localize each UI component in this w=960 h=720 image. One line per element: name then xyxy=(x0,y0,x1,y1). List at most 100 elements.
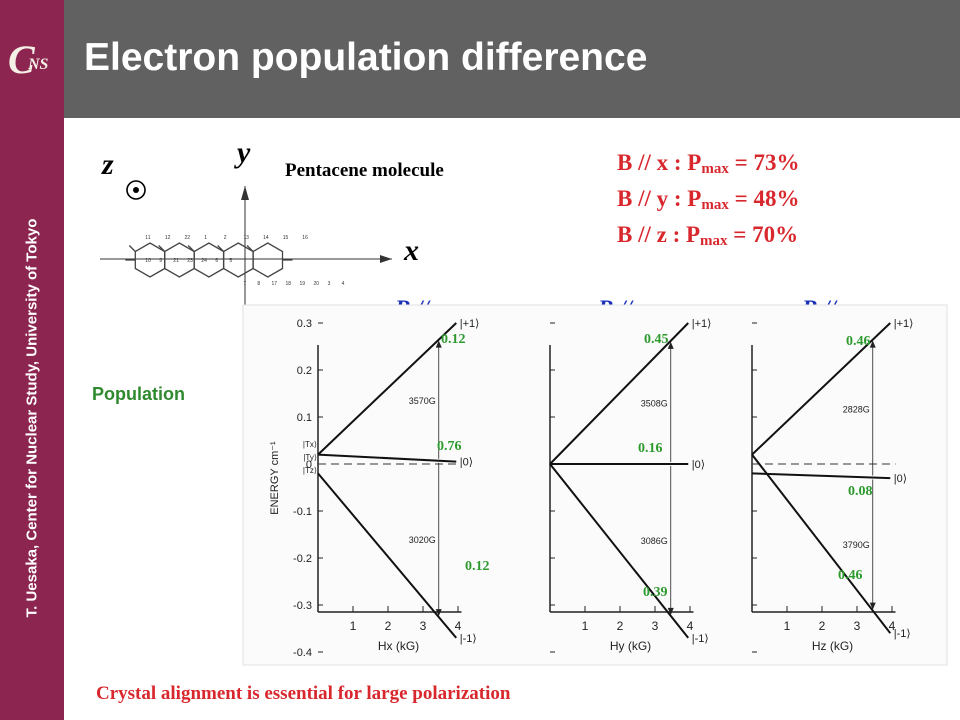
state-label: |-1⟩ xyxy=(460,633,477,645)
atom-number: 16 xyxy=(302,235,308,241)
out-of-plane-dot xyxy=(133,187,139,193)
h-bond xyxy=(246,245,254,252)
gap-label: 3508G xyxy=(641,398,668,408)
plot-background xyxy=(242,304,948,666)
atom-number: 10 xyxy=(145,258,151,264)
footer-note: Crystal alignment is essential for large… xyxy=(96,683,511,704)
atom-number: 6 xyxy=(215,258,218,264)
atom-number: 22 xyxy=(185,235,191,241)
population-label: Population xyxy=(92,384,185,404)
atom-number: 15 xyxy=(283,235,289,241)
x-tick-label: 4 xyxy=(687,619,694,633)
y-tick-label: -0.1 xyxy=(293,506,312,518)
state-label: |+1⟩ xyxy=(460,318,480,330)
pentacene-rings xyxy=(125,242,293,278)
atom-number: 5 xyxy=(229,258,232,264)
mol-y-arrow xyxy=(241,186,249,200)
atom-number: 20 xyxy=(314,281,320,287)
x-tick-label: 4 xyxy=(889,619,896,633)
zero-field-label: |Ty⟩ xyxy=(303,453,317,462)
y-axis-label: ENERGY cm⁻¹ xyxy=(269,441,281,515)
gap-label: 3086G xyxy=(641,536,668,546)
pop-z-top: 0.46 xyxy=(846,334,871,349)
gap-label: 2828G xyxy=(843,405,870,415)
zero-field-label: |Tx⟩ xyxy=(303,440,317,449)
atom-number: 1 xyxy=(204,235,207,241)
pop-y-bottom: 0.39 xyxy=(643,585,668,600)
h-bond xyxy=(128,245,136,252)
gap-label: 3020G xyxy=(409,535,436,545)
x-axis-label: Hx (kG) xyxy=(378,639,419,653)
energy-branch xyxy=(751,453,892,634)
energy-branch xyxy=(317,472,458,639)
axis-z-label: z xyxy=(102,148,114,181)
zero-field-label: |Tz⟩ xyxy=(303,466,317,475)
energy-branch xyxy=(751,322,891,456)
x-axis-label: Hz (kG) xyxy=(812,639,853,653)
logo-c: C xyxy=(8,37,35,82)
atom-number: 14 xyxy=(263,235,269,241)
x-tick-label: 3 xyxy=(854,619,861,633)
y-tick-label: 0.2 xyxy=(297,365,312,377)
atom-number: 7 xyxy=(243,281,246,287)
axis-y-label: y xyxy=(237,136,251,169)
axis-x-label: x xyxy=(404,234,419,267)
gap-label: 3570G xyxy=(409,396,436,406)
panel-x: 0.3 0.2 0.1 0 -0.1 -0.2 -0.3 -0.4 1 2 3 4 Hx (kG) ENE… xyxy=(269,318,479,659)
page-title: Electron population difference xyxy=(84,36,648,79)
atom-number: 13 xyxy=(243,235,249,241)
panel-y: 1 2 3 4 Hy (kG) |+1⟩ |0⟩ |-1⟩ 3508G 3086G xyxy=(549,318,712,653)
atom-number: 18 xyxy=(286,281,292,287)
arrow-head xyxy=(869,602,876,610)
h-bond xyxy=(187,245,195,252)
pop-z-mid: 0.08 xyxy=(848,484,873,499)
atom-number: 8 xyxy=(257,281,260,287)
pop-y-mid: 0.16 xyxy=(638,441,663,456)
atom-number: 4 xyxy=(342,281,345,287)
y-tick-label: -0.4 xyxy=(293,647,312,659)
y-tick-label: 0.3 xyxy=(297,318,312,330)
header-bar xyxy=(64,0,960,118)
energy-branch xyxy=(549,322,689,465)
sidebar: T. Uesaka, Center for Nuclear Study, Uni… xyxy=(0,0,64,720)
atom-number: 21 xyxy=(173,258,179,264)
h-bond xyxy=(158,245,166,252)
mol-x-arrow xyxy=(380,255,392,263)
pmax-y: B // y : Pmax = 48% xyxy=(617,186,800,213)
state-label: |+1⟩ xyxy=(692,318,712,330)
cns-logo: C NS xyxy=(8,37,68,82)
x-tick-label: 4 xyxy=(455,619,462,633)
arrow-head xyxy=(435,609,442,617)
pop-x-mid: 0.76 xyxy=(437,439,462,454)
x-tick-label: 1 xyxy=(350,619,357,633)
state-label: |0⟩ xyxy=(692,459,705,471)
x-tick-label: 3 xyxy=(420,619,427,633)
benzene-ring xyxy=(252,242,284,278)
logo-ns: NS xyxy=(28,56,49,73)
panel-z: 1 2 3 4 Hz (kG) |+1⟩ |0⟩ |-1⟩ 2828G 3790G xyxy=(751,318,914,653)
energy-branch xyxy=(317,453,457,463)
y-tick-label: -0.3 xyxy=(293,600,312,612)
atom-number: 11 xyxy=(145,235,150,241)
pop-x-bottom: 0.12 xyxy=(465,559,490,574)
atom-number: 9 xyxy=(159,258,162,264)
arrow-head xyxy=(869,340,876,348)
atom-number: 23 xyxy=(187,258,193,264)
atom-number: 2 xyxy=(224,235,227,241)
x-tick-label: 2 xyxy=(819,619,826,633)
arrow-head xyxy=(435,340,442,348)
state-label: |+1⟩ xyxy=(894,318,914,330)
y-tick-label: 0.1 xyxy=(297,412,312,424)
pmax-x: B // x : Pmax = 73% xyxy=(617,150,800,177)
x-axis-label: Hy (kG) xyxy=(610,639,651,653)
atom-number: 12 xyxy=(165,235,171,241)
x-tick-label: 2 xyxy=(385,619,392,633)
energy-branch xyxy=(317,322,457,456)
x-tick-label: 1 xyxy=(784,619,791,633)
out-of-plane-icon xyxy=(126,180,146,200)
y-tick-label: -0.2 xyxy=(293,553,312,565)
energy-branch xyxy=(751,472,891,480)
